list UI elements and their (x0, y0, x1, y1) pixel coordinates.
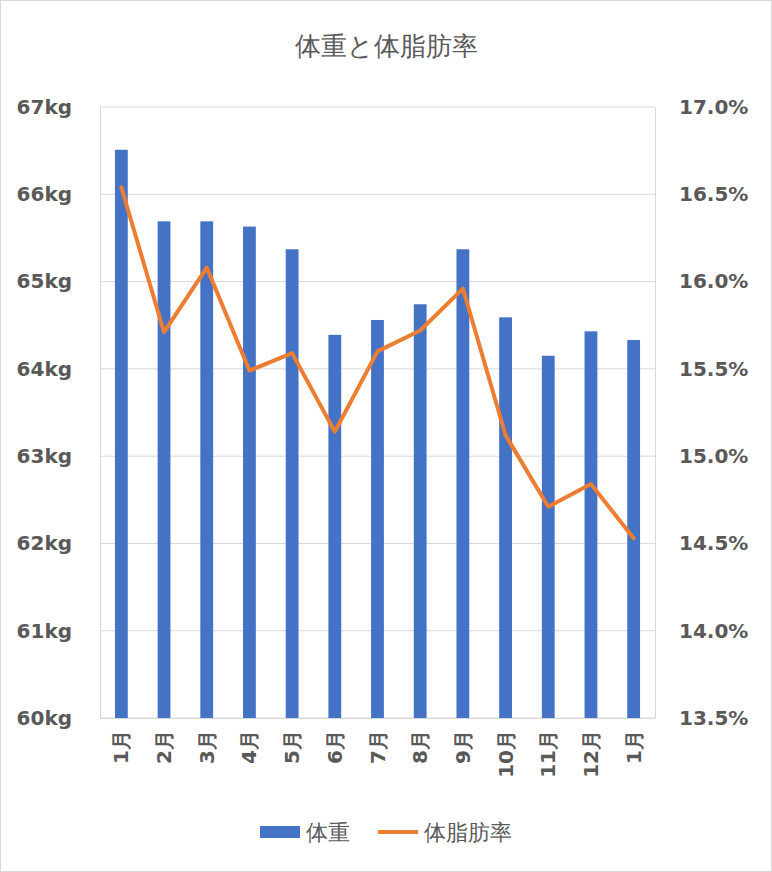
tick-label: 14.5% (679, 531, 748, 555)
tick: 14.5% (655, 531, 748, 555)
y-axis: 60kg 61kg 62kg 63kg 64kg 65kg 66kg 67kg (17, 95, 101, 730)
tick-label: 65kg (17, 269, 72, 293)
tick-label: 13.5% (679, 706, 748, 730)
legend-item: 体重 (260, 820, 350, 845)
tick-label: 15.5% (679, 357, 748, 381)
tick: 16.0% (655, 269, 748, 293)
tick-label: 67kg (17, 95, 72, 119)
tick: 17.0% (655, 95, 748, 119)
tick: 60kg (17, 706, 100, 730)
tick-label: 7月 (366, 730, 390, 764)
tick: 1月 (622, 718, 646, 764)
tick-label: 16.5% (679, 182, 748, 206)
bar (542, 356, 555, 718)
bar (371, 320, 384, 718)
tick: 10月 (494, 718, 518, 778)
legend-item: 体脂肪率 (378, 820, 512, 845)
axis-line (655, 108, 656, 719)
tick: 65kg (17, 269, 100, 293)
tick: 7月 (366, 718, 390, 764)
bar (456, 249, 469, 718)
tick: 67kg (17, 95, 100, 119)
tick-label: 8月 (408, 730, 432, 764)
legend-swatch (260, 826, 300, 838)
tick: 16.5% (655, 182, 748, 206)
tick-label: 14.0% (679, 619, 748, 643)
axis-line (101, 718, 656, 719)
tick-label: 64kg (17, 357, 72, 381)
tick-label: 1月 (622, 730, 646, 764)
tick-label: 9月 (451, 730, 475, 764)
legend-label: 体重 (306, 820, 350, 845)
tick-label: 2月 (152, 730, 176, 764)
tick-label: 10月 (494, 730, 518, 778)
tick-label: 61kg (17, 619, 72, 643)
tick: 12月 (579, 718, 603, 778)
bar (627, 340, 640, 718)
grid-line (100, 107, 655, 108)
tick-label: 62kg (17, 531, 72, 555)
tick-label: 1月 (109, 730, 133, 764)
legend-label: 体脂肪率 (424, 820, 512, 845)
tick-label: 11月 (536, 730, 560, 778)
tick: 6月 (323, 718, 347, 764)
tick: 11月 (536, 718, 560, 778)
bar (158, 221, 171, 718)
tick-label: 17.0% (679, 95, 748, 119)
tick: 64kg (17, 357, 100, 381)
bar (200, 221, 213, 718)
tick: 5月 (280, 718, 304, 764)
tick-label: 15.0% (679, 444, 748, 468)
tick-label: 3月 (195, 730, 219, 764)
grid (100, 107, 655, 718)
tick-label: 66kg (17, 182, 72, 206)
bar (414, 304, 427, 718)
tick: 61kg (17, 619, 100, 643)
bar (585, 331, 598, 718)
plot-area (115, 150, 640, 718)
tick: 14.0% (655, 619, 748, 643)
chart-frame (1, 1, 772, 872)
grid-line (100, 194, 655, 195)
line (121, 187, 633, 538)
bar (499, 317, 512, 718)
tick: 9月 (451, 718, 475, 764)
tick-label: 6月 (323, 730, 347, 764)
grid-line (100, 281, 655, 282)
tick-label: 12月 (579, 730, 603, 778)
tick: 8月 (408, 718, 432, 764)
legend: 体重 体脂肪率 (260, 820, 512, 845)
chart: 体重と体脂肪率 60kg 61kg 62kg 63kg 64kg 65kg 66kg 67kg 1… (0, 0, 772, 872)
x-axis: 1月 2月 3月 4月 5月 6月 7月 8月 9月 10月 11月 12月 1月 (101, 718, 656, 778)
tick: 66kg (17, 182, 100, 206)
axis-line (100, 108, 101, 719)
bar (243, 227, 256, 718)
tick: 15.5% (655, 357, 748, 381)
tick-label: 60kg (17, 706, 72, 730)
bar (286, 249, 299, 718)
tick-label: 16.0% (679, 269, 748, 293)
y2-axis: 13.5% 14.0% 14.5% 15.0% 15.5% 16.0% 16.5% 17.0% (655, 95, 748, 730)
tick: 1月 (109, 718, 133, 764)
tick: 13.5% (655, 706, 748, 730)
tick: 2月 (152, 718, 176, 764)
tick: 62kg (17, 531, 100, 555)
tick-label: 63kg (17, 444, 72, 468)
legend-swatch (378, 830, 418, 834)
bar (328, 335, 341, 718)
bar (115, 150, 128, 718)
tick-label: 5月 (280, 730, 304, 764)
title: 体重と体脂肪率 (295, 31, 478, 61)
tick: 3月 (195, 718, 219, 764)
tick-label: 4月 (237, 730, 261, 764)
tick: 4月 (237, 718, 261, 764)
tick: 63kg (17, 444, 100, 468)
tick: 15.0% (655, 444, 748, 468)
